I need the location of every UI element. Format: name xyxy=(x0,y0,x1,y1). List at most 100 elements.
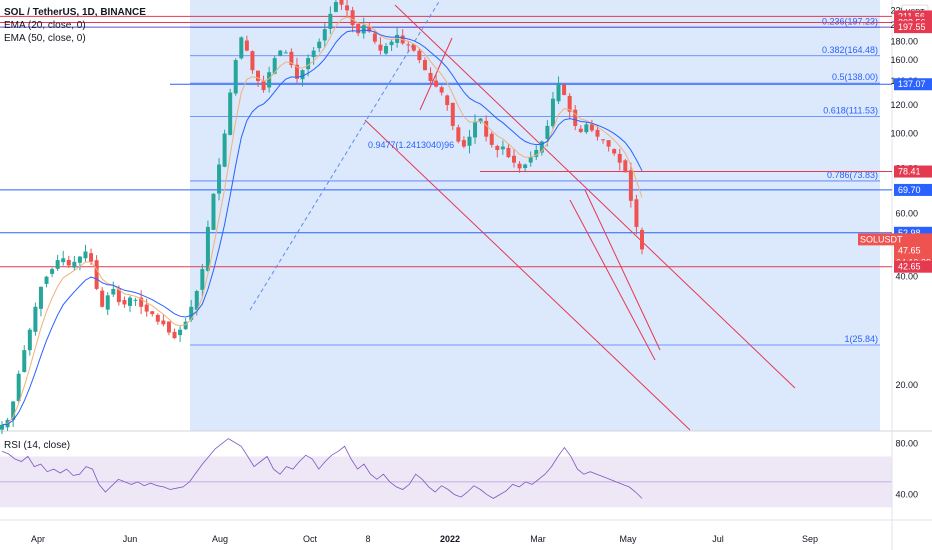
candle-body xyxy=(89,253,94,262)
candle-body xyxy=(578,128,583,132)
candle-body xyxy=(122,300,127,305)
legend-ema50: EMA (50, close, 0) xyxy=(4,33,86,44)
price-tag xyxy=(894,78,932,91)
price-tag-label: 69.70 xyxy=(898,185,921,195)
candle-body xyxy=(289,51,294,66)
candle-body xyxy=(361,25,366,34)
candle-body xyxy=(22,350,27,372)
candle-body xyxy=(500,146,505,150)
legend-ema20: EMA (20, close, 0) xyxy=(4,20,86,31)
current-price: 47.65 xyxy=(898,245,921,255)
candle-body xyxy=(139,297,144,307)
candle-body xyxy=(406,44,411,46)
candle-body xyxy=(506,147,511,158)
candle-body xyxy=(244,40,249,51)
candle-body xyxy=(322,29,327,41)
price-tag xyxy=(894,183,932,196)
candle-body xyxy=(350,10,355,26)
candle-body xyxy=(517,163,522,169)
x-tick-label: Sep xyxy=(802,534,818,544)
rsi-line xyxy=(1,438,643,499)
channel-inner-upper xyxy=(584,189,661,351)
rsi-tick-label: 80.00 xyxy=(895,439,918,449)
candle-body xyxy=(539,141,544,153)
candle-body xyxy=(456,127,461,142)
candle-body xyxy=(317,41,322,49)
y-tick-label: 160.00 xyxy=(890,55,918,65)
y-tick-label: 40.00 xyxy=(895,272,918,282)
candle-body xyxy=(256,70,260,81)
candle-body xyxy=(356,23,361,34)
candle-body xyxy=(450,102,455,126)
candle-body xyxy=(534,149,539,157)
candle-body xyxy=(55,260,60,269)
candle-body xyxy=(601,139,606,141)
price-tag xyxy=(894,10,932,23)
chart-legend: SOL / TetherUS, 1D, BINANCE EMA (20, clo… xyxy=(4,6,146,45)
y-tick-label: 180.00 xyxy=(890,37,918,47)
candle-body xyxy=(239,37,244,59)
candle-body xyxy=(189,306,194,320)
candle-body xyxy=(261,81,266,91)
fib-label: 0.382(164.48) xyxy=(822,45,878,55)
candle-body xyxy=(372,33,377,42)
candle-body xyxy=(439,87,444,93)
candle-body xyxy=(556,83,561,102)
candle-body xyxy=(617,153,622,163)
candle-body xyxy=(512,155,516,163)
candle-body xyxy=(606,140,611,147)
fib-label: 0.236(197.23) xyxy=(822,16,878,26)
candle-body xyxy=(300,70,305,80)
candle-body xyxy=(267,72,272,88)
candle-body xyxy=(44,276,49,284)
candle-body xyxy=(573,109,578,126)
candle-body xyxy=(395,34,400,43)
price-tag xyxy=(894,21,932,34)
candle-body xyxy=(27,329,32,351)
candle-body xyxy=(528,157,533,163)
candle-body xyxy=(434,80,439,87)
candle-body xyxy=(250,51,255,71)
candle-body xyxy=(478,118,483,123)
candle-body xyxy=(100,290,105,307)
y-tick-label: 100.00 xyxy=(890,129,918,139)
candle-body xyxy=(61,258,66,263)
candle-body xyxy=(166,321,171,333)
candle-body xyxy=(523,164,528,168)
price-tag xyxy=(894,260,932,273)
candle-body xyxy=(211,193,216,230)
candle-body xyxy=(495,145,500,150)
candle-body xyxy=(628,170,633,201)
candle-body xyxy=(367,27,372,32)
ema50-line xyxy=(1,29,643,426)
rsi-tick-label: 40.00 xyxy=(895,490,918,500)
x-tick-label: Jul xyxy=(712,534,724,544)
candle-body xyxy=(105,295,110,310)
candle-body xyxy=(278,50,283,56)
candle-body xyxy=(445,95,450,106)
candle-body xyxy=(612,149,617,154)
ema20-line xyxy=(1,16,643,426)
x-tick-label: Apr xyxy=(31,534,45,544)
candle-body xyxy=(283,52,288,54)
symbol-tag-label: SOLUSDT xyxy=(860,234,903,244)
candle-body xyxy=(473,121,478,138)
candle-body xyxy=(428,72,433,81)
candle-body xyxy=(389,41,394,46)
ratio-annotation: 0.9477(1.2413040)96 xyxy=(368,140,454,150)
fib-label: 1(25.84) xyxy=(844,334,878,344)
candle-body xyxy=(333,2,338,12)
candle-body xyxy=(50,269,55,274)
candle-body xyxy=(194,291,199,310)
candle-body xyxy=(272,58,277,74)
candle-body xyxy=(77,256,82,263)
price-tag xyxy=(894,165,932,178)
candle-body xyxy=(205,226,210,271)
x-tick-label: 8 xyxy=(365,534,370,544)
fib-label: 0.786(73.83) xyxy=(827,170,878,180)
channel-upper xyxy=(394,4,796,389)
candle-body xyxy=(422,60,427,71)
candle-body xyxy=(222,133,227,167)
y-tick-label: 20.00 xyxy=(895,380,918,390)
